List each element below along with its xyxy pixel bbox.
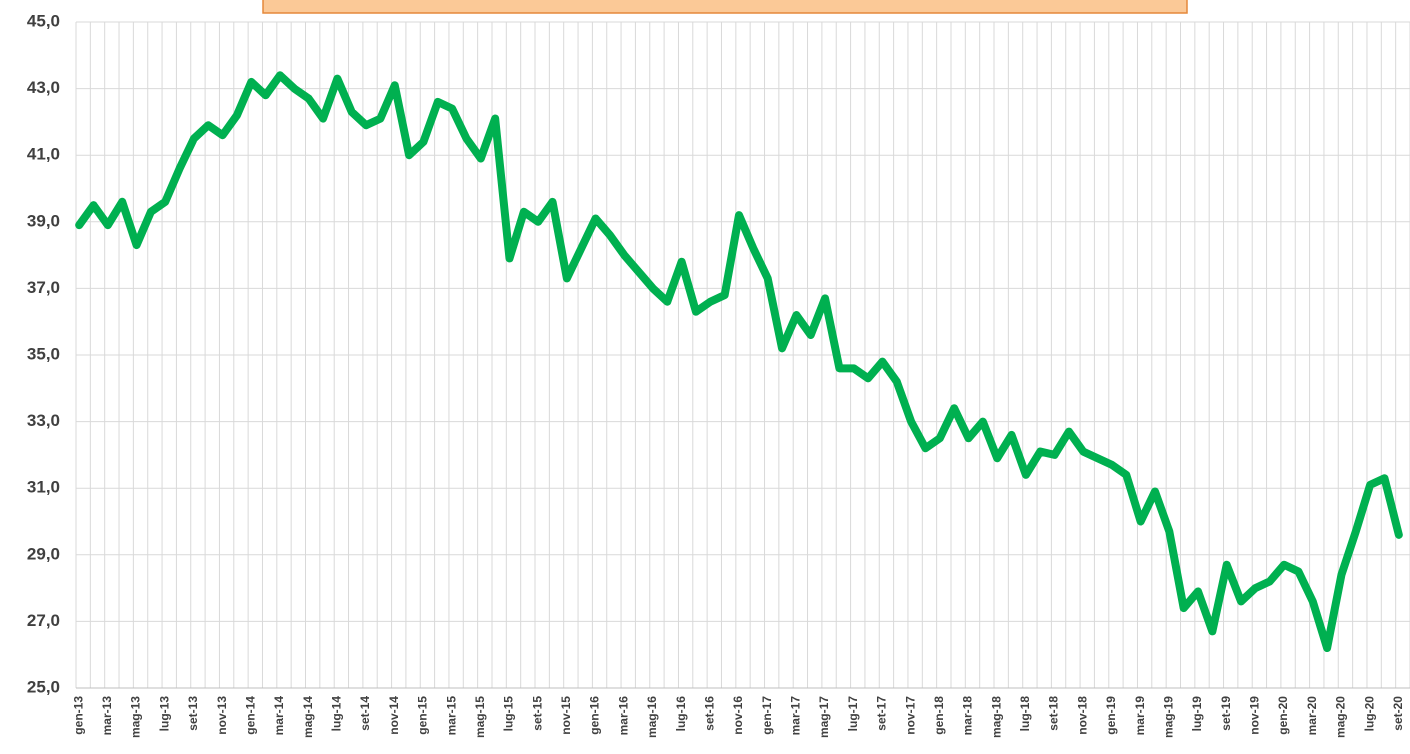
x-tick-label: set-20 — [1391, 696, 1405, 731]
y-tick-label: 27,0 — [27, 611, 60, 630]
y-tick-label: 41,0 — [27, 145, 60, 164]
x-tick-label: gen-16 — [588, 696, 602, 735]
x-tick-label: gen-14 — [243, 696, 257, 735]
y-tick-label: 35,0 — [27, 344, 60, 363]
y-tick-label: 45,0 — [27, 11, 60, 30]
x-tick-label: mag-17 — [817, 696, 831, 738]
x-tick-label: mag-19 — [1161, 696, 1175, 738]
y-tick-label: 37,0 — [27, 278, 60, 297]
y-tick-label: 25,0 — [27, 677, 60, 696]
x-tick-label: gen-19 — [1104, 696, 1118, 735]
x-tick-label: set-18 — [1047, 696, 1061, 731]
x-tick-label: mar-17 — [789, 696, 803, 736]
x-tick-label: gen-13 — [71, 696, 85, 735]
x-tick-label: lug-20 — [1362, 696, 1376, 732]
x-tick-label: mar-16 — [616, 696, 630, 736]
x-tick-label: gen-20 — [1276, 696, 1290, 735]
x-tick-label: mar-18 — [961, 696, 975, 736]
y-tick-label: 31,0 — [27, 478, 60, 497]
x-tick-label: mag-14 — [301, 696, 315, 738]
x-tick-label: nov-13 — [215, 696, 229, 735]
x-tick-label: mar-19 — [1133, 696, 1147, 736]
y-tick-label: 43,0 — [27, 78, 60, 97]
data-line — [75, 71, 1403, 653]
x-tick-label: mag-16 — [645, 696, 659, 738]
x-tick-label: lug-14 — [330, 696, 344, 732]
x-tick-label: gen-15 — [416, 696, 430, 735]
x-tick-label: gen-18 — [932, 696, 946, 735]
x-tick-label: gen-17 — [760, 696, 774, 735]
x-tick-label: lug-13 — [157, 696, 171, 732]
x-tick-label: nov-17 — [903, 696, 917, 735]
x-tick-label: set-17 — [875, 696, 889, 731]
x-tick-label: nov-15 — [559, 696, 573, 735]
x-tick-label: lug-18 — [1018, 696, 1032, 732]
x-tick-label: set-13 — [186, 696, 200, 731]
x-tick-label: nov-14 — [387, 696, 401, 735]
title-box — [262, 0, 1188, 14]
x-tick-label: mar-20 — [1305, 696, 1319, 736]
y-tick-label: 39,0 — [27, 211, 60, 230]
y-tick-label: 33,0 — [27, 411, 60, 430]
x-tick-label: nov-18 — [1075, 696, 1089, 735]
x-tick-label: set-19 — [1219, 696, 1233, 731]
x-tick-label: set-14 — [358, 696, 372, 731]
x-tick-label: mar-15 — [444, 696, 458, 736]
x-tick-label: set-16 — [702, 696, 716, 731]
x-tick-label: mar-13 — [100, 696, 114, 736]
x-tick-label: set-15 — [530, 696, 544, 731]
x-tick-label: mag-20 — [1334, 696, 1348, 738]
x-tick-label: lug-16 — [674, 696, 688, 732]
x-tick-label: mar-14 — [272, 696, 286, 736]
x-tick-label: lug-17 — [846, 696, 860, 732]
x-tick-label: nov-19 — [1248, 696, 1262, 735]
x-tick-label: mag-15 — [473, 696, 487, 738]
x-tick-label: mag-13 — [129, 696, 143, 738]
x-tick-label: mag-18 — [989, 696, 1003, 738]
x-tick-label: lug-19 — [1190, 696, 1204, 732]
x-tick-label: lug-15 — [502, 696, 516, 732]
x-tick-label: nov-16 — [731, 696, 745, 735]
y-tick-label: 29,0 — [27, 544, 60, 563]
